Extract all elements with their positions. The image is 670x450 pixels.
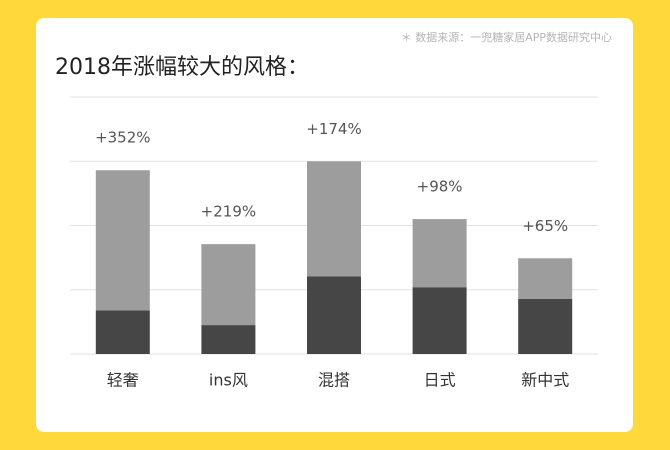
chart-title: 2018年涨幅较大的风格： (55, 55, 309, 80)
x-tick-label: 轻奢 (107, 371, 139, 390)
bar-segment (412, 287, 467, 354)
growth-label: +174% (306, 120, 361, 138)
bar-segment (518, 298, 573, 354)
bar-segment (307, 276, 361, 354)
x-tick-label: 混搭 (318, 371, 350, 390)
bar-segment (201, 244, 256, 326)
bar-segment (412, 219, 467, 288)
x-tick-label: 新中式 (521, 371, 569, 390)
growth-label: +352% (95, 129, 150, 147)
source-note: ＊ 数据来源：一兜糖家居APP数据研究中心 (401, 30, 612, 44)
bar-segment (95, 310, 150, 354)
bar-segment (307, 161, 361, 277)
bar-segment (95, 170, 150, 311)
growth-label: +65% (522, 217, 568, 235)
x-tick-label: ins风 (209, 371, 248, 390)
bar-segment (201, 325, 256, 354)
growth-label: +219% (201, 203, 256, 221)
growth-label: +98% (417, 178, 463, 196)
bar-segment (518, 258, 573, 299)
x-tick-label: 日式 (424, 371, 456, 390)
